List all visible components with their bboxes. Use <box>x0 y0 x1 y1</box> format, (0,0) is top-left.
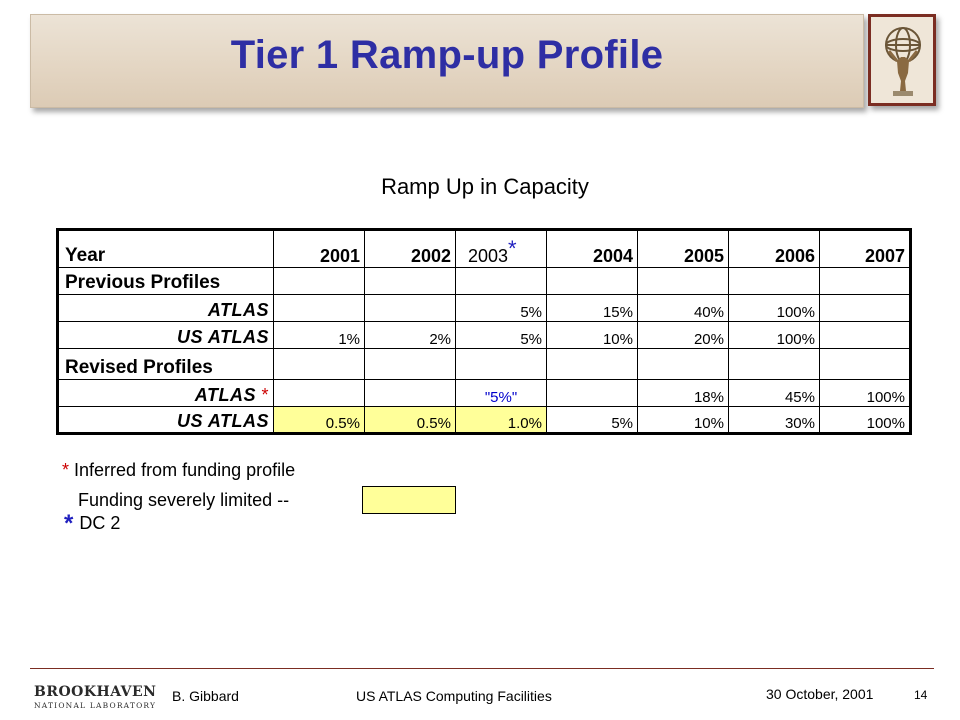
table-cell: 5% <box>546 406 638 435</box>
year-2003-asterisk: * <box>508 236 517 261</box>
rev-us-atlas-label: US ATLAS <box>56 406 274 435</box>
footer-date: 30 October, 2001 <box>766 686 874 702</box>
year-2001: 2001 <box>273 228 365 268</box>
highlight-legend-swatch <box>362 486 456 514</box>
prev-us-atlas-label: US ATLAS <box>56 321 274 349</box>
table-cell: 1% <box>273 321 365 349</box>
table-cell <box>273 379 365 407</box>
previous-profiles-row: Previous Profiles <box>56 267 912 295</box>
rev-us-atlas-row: US ATLAS 0.5% 0.5% 1.0% 5% 10% 30% 100% <box>56 406 912 435</box>
slide-title: Tier 1 Ramp-up Profile <box>230 33 664 77</box>
year-2003: 2003* <box>455 228 547 268</box>
table-cell: 15% <box>546 294 638 322</box>
table-cell: 100% <box>728 321 820 349</box>
table-cell <box>546 267 638 295</box>
chart-title: Ramp Up in Capacity <box>381 174 589 199</box>
footer-divider <box>30 668 934 669</box>
title-banner: Tier 1 Ramp-up Profile <box>30 14 864 108</box>
year-2005: 2005 <box>637 228 729 268</box>
prev-atlas-label: ATLAS <box>56 294 274 322</box>
rev-atlas-row: ATLAS * "5%" 18% 45% 100% <box>56 379 912 407</box>
dc2-text: DC 2 <box>79 513 121 533</box>
year-2003-label: 2003 <box>468 246 509 266</box>
table-cell <box>819 321 912 349</box>
year-2004: 2004 <box>546 228 638 268</box>
table-cell <box>364 379 456 407</box>
rev-atlas-label: ATLAS <box>194 385 256 405</box>
table-cell <box>546 348 638 380</box>
footer-author: B. Gibbard <box>172 688 239 704</box>
revised-profiles-row: Revised Profiles <box>56 348 912 380</box>
table-cell: 30% <box>728 406 820 435</box>
inferred-text: Inferred from funding profile <box>74 460 296 480</box>
table-cell: 20% <box>637 321 729 349</box>
table-cell-highlight: 0.5% <box>273 406 365 435</box>
rev-atlas-label-cell: ATLAS * <box>56 379 274 407</box>
header-label: Year <box>56 228 274 268</box>
table-cell <box>819 348 912 380</box>
prev-atlas-row: ATLAS 5% 15% 40% 100% <box>56 294 912 322</box>
revised-profiles-label: Revised Profiles <box>56 348 274 380</box>
table-cell <box>546 379 638 407</box>
year-2002: 2002 <box>364 228 456 268</box>
logo-big-text: BROOKHAVEN <box>34 684 157 700</box>
dc2-asterisk: * <box>64 510 74 537</box>
table-cell <box>637 267 729 295</box>
table-cell <box>637 348 729 380</box>
table-cell <box>364 348 456 380</box>
table-cell <box>364 294 456 322</box>
footer-page-number: 14 <box>914 688 928 702</box>
rev-atlas-asterisk: * <box>261 385 269 405</box>
table-cell-quoted: "5%" <box>455 379 547 407</box>
table-cell: 2% <box>364 321 456 349</box>
table-cell: 5% <box>455 294 547 322</box>
table-cell <box>728 267 820 295</box>
table-cell: 100% <box>819 406 912 435</box>
table-cell: 45% <box>728 379 820 407</box>
footer-presentation-title: US ATLAS Computing Facilities <box>356 688 552 704</box>
table-cell: 18% <box>637 379 729 407</box>
header-row: Year 2001 2002 2003* 2004 2005 2006 2007 <box>56 228 912 268</box>
table-cell: 100% <box>728 294 820 322</box>
atlas-statue-icon <box>875 21 931 101</box>
inferred-asterisk: * <box>62 460 70 480</box>
table-cell-highlight: 1.0% <box>455 406 547 435</box>
table-cell <box>819 294 912 322</box>
table-cell <box>455 267 547 295</box>
table-cell <box>728 348 820 380</box>
table-cell: 10% <box>637 406 729 435</box>
ramp-up-table: Year 2001 2002 2003* 2004 2005 2006 2007… <box>56 228 912 435</box>
table-cell <box>273 294 365 322</box>
table-cell <box>364 267 456 295</box>
previous-profiles-label: Previous Profiles <box>56 267 274 295</box>
table-cell: 40% <box>637 294 729 322</box>
prev-us-atlas-row: US ATLAS 1% 2% 5% 10% 20% 100% <box>56 321 912 349</box>
funding-note: Funding severely limited -- <box>78 490 290 510</box>
table-cell-highlight: 0.5% <box>364 406 456 435</box>
year-2006: 2006 <box>728 228 820 268</box>
table-cell: 100% <box>819 379 912 407</box>
inferred-note: * Inferred from funding profile <box>62 460 295 481</box>
table-cell: 5% <box>455 321 547 349</box>
table-cell: 10% <box>546 321 638 349</box>
year-2007: 2007 <box>819 228 912 268</box>
table-cell <box>273 348 365 380</box>
table-cell <box>273 267 365 295</box>
table-cell <box>455 348 547 380</box>
logo-small-text: NATIONAL LABORATORY <box>34 701 157 710</box>
dc2-note: * DC 2 <box>64 510 120 538</box>
table-cell <box>819 267 912 295</box>
atlas-logo <box>868 14 936 106</box>
brookhaven-logo: BROOKHAVEN NATIONAL LABORATORY <box>34 684 157 712</box>
